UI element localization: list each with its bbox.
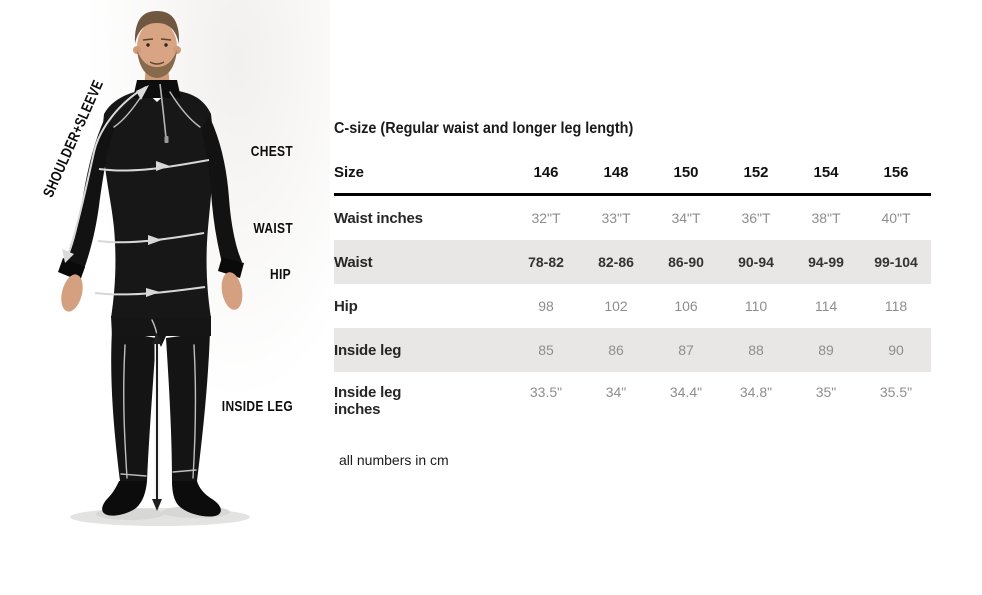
row-label: Hip — [334, 297, 358, 315]
column-header-146: 146 — [511, 164, 581, 196]
cell: 33.5" — [529, 384, 563, 400]
cell: 85 — [511, 328, 581, 372]
cell: 94-99 — [791, 240, 861, 284]
cell: 35.5" — [879, 384, 913, 400]
cell: 35" — [815, 384, 837, 400]
column-header-156: 156 — [861, 164, 931, 196]
cell: 34"T — [671, 210, 701, 226]
cell: 36"T — [741, 210, 771, 226]
waist-label: WAIST — [253, 220, 293, 237]
column-header-154: 154 — [791, 164, 861, 196]
cell: 33"T — [601, 210, 631, 226]
cell: 102 — [604, 298, 628, 314]
row-label: Inside leg — [334, 328, 511, 372]
column-header-148: 148 — [581, 164, 651, 196]
row-label: Waist inches — [334, 209, 423, 227]
cell: 90 — [861, 328, 931, 372]
cell: 82-86 — [581, 240, 651, 284]
model-figure — [58, 11, 244, 517]
cell: 98 — [538, 298, 554, 314]
column-header-150: 150 — [651, 164, 721, 196]
size-table: Size 146 148 150 152 154 156 Waist inche… — [334, 164, 931, 442]
chest-measure-arrow — [98, 159, 210, 172]
cell: 34.4" — [669, 384, 703, 400]
cell: 106 — [674, 298, 698, 314]
table-row-waist-inches: Waist inches 32"T 33"T 34"T 36"T 38"T 40… — [334, 195, 931, 241]
cell: 90-94 — [721, 240, 791, 284]
zipper — [159, 83, 169, 143]
table-header-row: Size 146 148 150 152 154 156 — [334, 164, 931, 196]
inside-leg-measure-arrow — [152, 332, 162, 511]
cell: 114 — [814, 298, 838, 314]
cell: 78-82 — [511, 240, 581, 284]
inside-leg-label: INSIDE LEG — [221, 398, 293, 415]
waist-measure-arrow — [97, 232, 205, 245]
table-row-hip: Hip 98 102 106 110 114 118 — [334, 284, 931, 328]
hip-measure-arrow — [94, 286, 206, 297]
chart-title: C-size (Regular waist and longer leg len… — [334, 120, 634, 137]
chest-label: CHEST — [250, 143, 293, 160]
cell: 34" — [605, 384, 627, 400]
shoulder-sleeve-measure-arrow — [62, 85, 149, 263]
cell: 87 — [651, 328, 721, 372]
cell: 32"T — [531, 210, 561, 226]
table-row-waist: Waist 78-82 82-86 86-90 90-94 94-99 99-1… — [334, 240, 931, 284]
cell: 86-90 — [651, 240, 721, 284]
model-photo — [58, 11, 250, 526]
hip-label: HIP — [270, 266, 291, 283]
cell: 34.8" — [739, 384, 773, 400]
units-note: all numbers in cm — [339, 452, 449, 468]
table-row-inside-leg: Inside leg 85 86 87 88 89 90 — [334, 328, 931, 372]
table-row-inside-leg-inches: Inside leg inches 33.5" 34" 34.4" 34.8" … — [334, 372, 931, 442]
fit-figure: SHOULDER+SLEEVE CHEST WAIST HIP INSIDE L… — [0, 0, 330, 595]
row-label-text: Inside leg inches — [334, 384, 402, 418]
cell: 110 — [744, 298, 768, 314]
cell: 88 — [721, 328, 791, 372]
size-chart: C-size (Regular waist and longer leg len… — [334, 120, 931, 468]
cell: 40"T — [881, 210, 911, 226]
column-header-size: Size — [334, 164, 511, 196]
column-header-152: 152 — [721, 164, 791, 196]
row-label: Waist — [334, 240, 511, 284]
cell: 86 — [581, 328, 651, 372]
cell: 38"T — [811, 210, 841, 226]
cell: 118 — [884, 298, 908, 314]
row-label: Inside leg inches — [334, 372, 511, 442]
floor-shadow — [70, 506, 250, 526]
cell: 99-104 — [861, 240, 931, 284]
cell: 89 — [791, 328, 861, 372]
